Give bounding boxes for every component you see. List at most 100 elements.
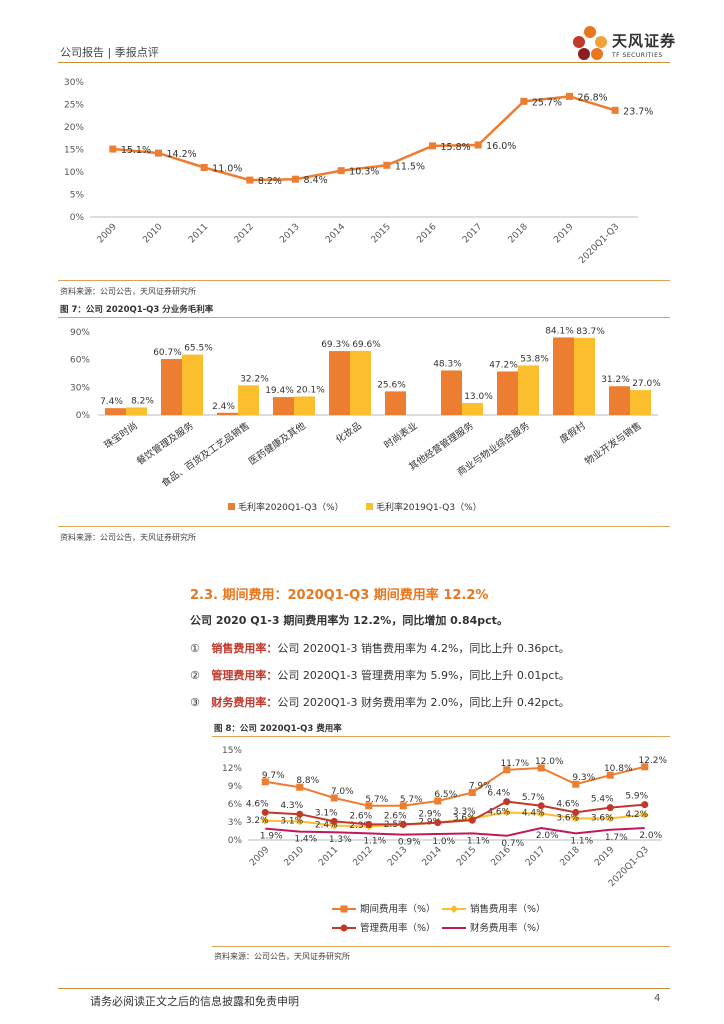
x-tick-label: 2019 (552, 222, 575, 245)
bullet-finance: ③ 财务费用率：公司 2020Q1-3 财务费用率为 2.0%，同比上升 0.4… (190, 694, 570, 710)
bar-2020 (329, 351, 350, 415)
data-label: 8.2% (258, 176, 282, 187)
marker-selling (295, 817, 304, 826)
bar-data-label: 31.2% (601, 375, 630, 385)
legend-marker-admin (340, 924, 348, 932)
data-label-selling: 4.2% (625, 810, 648, 820)
marker-admin (468, 816, 476, 824)
bar-2019 (238, 385, 259, 415)
data-label-period: 10.8% (604, 764, 633, 774)
fig7-source: 资料来源：公司公告，天风证券研究所 (60, 533, 196, 542)
marker-admin (261, 808, 269, 816)
bar-2019 (462, 403, 483, 415)
bullet-admin: ② 管理费用率：公司 2020Q1-3 管理费用率为 5.9%，同比上升 0.0… (190, 667, 570, 683)
y-tick-label: 90% (70, 328, 90, 338)
x-tick-label: 2017 (524, 845, 547, 868)
x-category-label: 度假村 (557, 419, 588, 445)
y-tick-label: 0% (70, 213, 85, 223)
bar-data-label: 27.0% (632, 379, 661, 389)
data-label-period: 7.0% (331, 787, 354, 797)
bar-data-label: 20.1% (296, 385, 325, 395)
x-tick-label: 2018 (507, 222, 530, 245)
data-label-admin: 4.3% (280, 801, 303, 811)
x-tick-label: 2013 (278, 222, 301, 245)
bar-data-label: 65.5% (184, 344, 213, 354)
x-tick-label: 2018 (559, 845, 582, 868)
data-label: 23.7% (623, 106, 653, 117)
data-label: 11.0% (212, 164, 242, 175)
legend-label-period: 期间费用率（%） (360, 903, 436, 915)
x-tick-label: 2015 (370, 222, 393, 245)
fig7-title: 图 7：公司 2020Q1-Q3 分业务毛利率 (60, 305, 214, 315)
data-label-finance: 0.7% (501, 839, 524, 849)
marker-period (261, 778, 269, 786)
data-point-marker (611, 106, 619, 114)
bullet-text: 公司 2020Q1-3 销售费用率为 4.2%，同比上升 0.36pct。 (277, 642, 570, 655)
x-tick-label: 2014 (324, 222, 347, 245)
data-label: 8.4% (304, 175, 328, 186)
data-label: 10.3% (349, 167, 379, 178)
legend-label-2019: 毛利率2019Q1-Q3（%） (376, 501, 482, 513)
logo-brand-en: TF SECURITIES (612, 52, 663, 59)
data-label-selling: 2.3% (349, 821, 372, 831)
data-label: 25.7% (532, 97, 562, 108)
data-label-selling: 4.6% (487, 807, 510, 817)
fig8-top-divider (212, 736, 670, 737)
legend-label-selling: 销售费用率（%） (470, 903, 546, 915)
x-tick-label: 2012 (233, 222, 256, 245)
data-label-period: 6.5% (434, 790, 457, 800)
x-category-label: 时尚表业 (382, 420, 420, 452)
data-label-admin: 6.4% (487, 789, 510, 799)
data-point-marker (429, 142, 436, 150)
y-tick-label: 10% (64, 168, 84, 178)
fig7-bottom-divider (58, 526, 670, 527)
y-tick-label: 0% (76, 411, 91, 421)
marker-admin (503, 798, 511, 806)
fig8-bottom-divider (212, 946, 670, 947)
x-tick-label: 2019 (593, 845, 616, 868)
marker-selling (571, 814, 580, 823)
bar-2019 (126, 407, 147, 415)
bar-data-label: 25.6% (377, 380, 406, 390)
bar-2019 (294, 396, 315, 415)
data-label: 15.1% (121, 145, 151, 156)
bar-data-label: 69.3% (321, 340, 350, 350)
data-point-marker (200, 164, 208, 171)
data-point-marker (474, 141, 482, 149)
y-tick-label: 20% (64, 123, 84, 133)
x-category-label: 化妆品 (333, 420, 363, 446)
data-label-finance: 2.0% (536, 831, 559, 841)
marker-selling (330, 821, 339, 830)
footer-divider (58, 988, 670, 989)
logo-brand-name: 天风证券 (612, 32, 677, 50)
y-tick-label: 15% (222, 746, 242, 756)
bullet-num: ② (190, 669, 200, 682)
data-label-finance: 1.1% (363, 836, 386, 846)
data-label-selling: 4.4% (522, 809, 545, 819)
marker-selling (537, 809, 546, 818)
data-label-admin: 5.4% (591, 795, 614, 805)
bar-data-label: 53.8% (520, 354, 549, 364)
bullet-label: 销售费用率： (211, 642, 278, 655)
marker-period (330, 794, 338, 802)
x-tick-label: 2010 (141, 222, 164, 245)
data-point-marker (383, 161, 391, 169)
series-line-gross-margin (112, 95, 616, 182)
legend-marker-selling (450, 905, 458, 913)
bar-data-label: 84.1% (545, 326, 574, 336)
y-tick-label: 30% (64, 78, 84, 88)
tf-logo-icon (573, 26, 607, 60)
marker-period (641, 763, 649, 771)
y-tick-label: 5% (70, 191, 85, 201)
x-tick-label: 2012 (352, 845, 375, 868)
data-point-marker (109, 145, 117, 153)
fig8-source: 资料来源：公司公告，天风证券研究所 (214, 952, 350, 961)
header-divider (58, 62, 670, 63)
marker-selling (606, 814, 615, 823)
data-label-finance: 1.7% (605, 833, 628, 843)
data-label-admin: 5.9% (625, 792, 648, 802)
data-label-finance: 1.0% (432, 837, 455, 847)
data-label: 15.8% (441, 142, 471, 153)
marker-period (503, 766, 511, 774)
x-category-label: 食品、百货及工艺品销售 (159, 420, 251, 490)
